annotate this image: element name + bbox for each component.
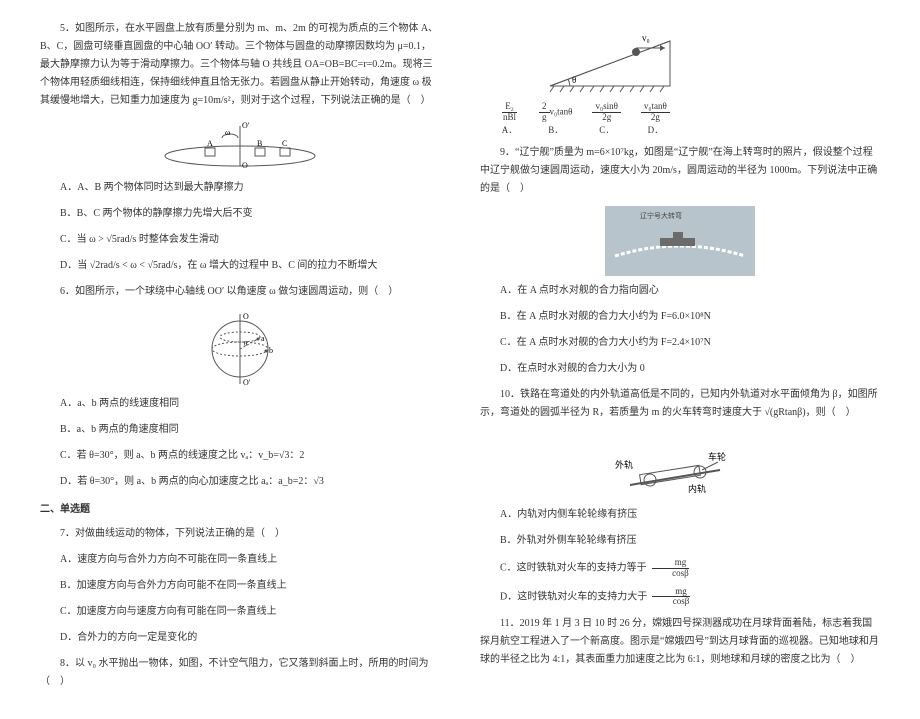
q5-optB: B．B、C 两个物体的静摩擦力先增大后不变 [40,205,440,223]
q10-optA: A．内轨对内侧车轮轮缘有挤压 [480,506,880,524]
q5-figure: O′ O A B C ω [150,118,330,173]
q10-optC: C．这时铁轨对火车的支持力等于 mgcosβ [480,558,880,579]
q8-figure: v₀ θ [540,26,690,96]
q9-optC: C．在 A 点时水对舰的合力大小约为 F=2.4×10⁷N [480,334,880,352]
q5-optC: C．当 ω > √5rad/s 时整体会发生滑动 [40,231,440,249]
q6-optB: B．a、b 两点的角速度相同 [40,421,440,439]
q7-optD: D．合外力的方向一定是变化的 [40,629,440,647]
q8-text: 8．以 v₀ 水平抛出一物体，如图，不计空气阻力，它又落到斜面上时，所用的时间为… [40,655,440,691]
q10-text: 10．铁路在弯道处的内外轨道高低是不同的，已知内外轨道对水平面倾角为 β，如图所… [480,386,880,422]
q9-optA: A．在 A 点时水对舰的合力指向圆心 [480,282,880,300]
q7-optB: B．加速度方向与合外力方向可能不在同一条直线上 [40,577,440,595]
q6-figure: O O′ a b θ [200,309,280,389]
svg-text:C: C [282,139,287,148]
q8-optA: E₂nBl A． [500,102,519,136]
q9-optB: B．在 A 点时水对舰的合力大小约为 F=6.0×10⁸N [480,308,880,326]
svg-text:a: a [261,334,265,343]
q6-optA: A．a、b 两点的线速度相同 [40,395,440,413]
q6-text: 6．如图所示，一个球绕中心轴线 OO′ 以角速度 ω 做匀速圆周运动，则（ ） [40,283,440,301]
q10-figure: 外轨 内轨 车轮 [610,430,750,500]
svg-text:b: b [269,346,273,355]
section2-head: 二、单选题 [40,501,440,519]
svg-text:O′: O′ [243,378,251,387]
q7-optC: C．加速度方向与速度方向有可能在同一条直线上 [40,603,440,621]
q10-optD: D．这时铁轨对火车的支持力大于 mgcosβ [480,587,880,608]
q9-figure: 辽宁号大转弯 [605,206,755,276]
svg-text:辽宁号大转弯: 辽宁号大转弯 [640,211,682,220]
q11-text: 11．2019 年 1 月 3 日 10 时 26 分，嫦娥四号探测器成功在月球… [480,615,880,669]
svg-text:v₀: v₀ [642,33,650,43]
q8-optC: v₀sinθ2g C． [592,102,620,136]
q6-optD: D．若 θ=30°，则 a、b 两点的向心加速度之比 aₐ：a_b=2：√3 [40,473,440,491]
q7-optA: A．速度方向与合外力方向不可能在同一条直线上 [40,551,440,569]
svg-text:O: O [242,161,248,170]
q8-optB: 2gv₀tanθ B． [539,102,572,136]
svg-text:B: B [257,139,262,148]
svg-text:θ: θ [572,75,576,85]
q5-optD: D．当 √2rad/s < ω < √5rad/s，在 ω 增大的过程中 B、C… [40,257,440,275]
q7-text: 7．对做曲线运动的物体，下列说法正确的是（ ） [40,525,440,543]
svg-text:外轨: 外轨 [615,459,633,470]
q9-text: 9．“辽宁舰”质量为 m=6×10⁷kg，如图是“辽宁舰”在海上转弯时的照片，假… [480,144,880,198]
q6-optC: C．若 θ=30°，则 a、b 两点的线速度之比 vₐ：v_b=√3：2 [40,447,440,465]
svg-text:θ: θ [244,340,248,348]
svg-text:内轨: 内轨 [688,483,706,494]
svg-text:ω: ω [225,128,230,137]
q8-options: E₂nBl A． 2gv₀tanθ B． v₀sinθ2g C． v₀tanθ2… [500,102,880,136]
svg-text:O: O [243,312,249,321]
q5-text: 5．如图所示，在水平圆盘上放有质量分别为 m、m、2m 的可视为质点的三个物体 … [40,20,440,110]
q10-optB: B．外轨对外侧车轮轮缘有挤压 [480,532,880,550]
q5-optA: A．A、B 两个物体同时达到最大静摩擦力 [40,179,440,197]
q9-optD: D．在点时水对舰的合力大小为 0 [480,360,880,378]
svg-text:O′: O′ [242,121,250,130]
q8-optD: v₀tanθ2g D． [641,102,670,136]
svg-text:车轮: 车轮 [708,451,726,462]
svg-text:A: A [207,139,213,148]
